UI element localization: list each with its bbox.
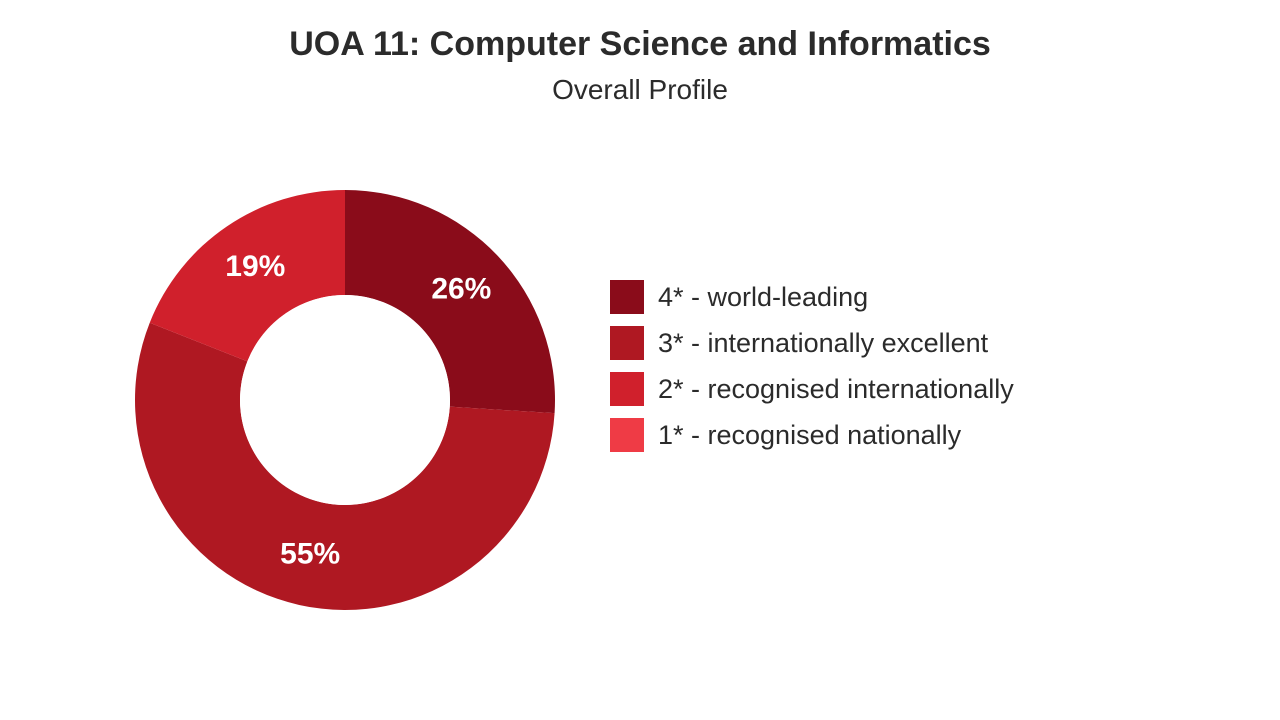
legend-label-3star: 3* - internationally excellent [658,328,988,359]
legend-label-2star: 2* - recognised internationally [658,374,1014,405]
legend-swatch-1star [610,418,644,452]
donut-slices-group [135,190,555,610]
donut-label-2star: 19% [225,250,285,283]
donut-svg: 26% 55% 19% [120,175,570,625]
title-block: UOA 11: Computer Science and Informatics… [0,24,1280,106]
legend-label-4star: 4* - world-leading [658,282,868,313]
donut-hole [240,295,450,505]
page-subtitle: Overall Profile [0,73,1280,107]
donut-label-3star: 55% [280,538,340,571]
donut-label-4star: 26% [431,273,491,306]
legend-label-1star: 1* - recognised nationally [658,420,961,451]
legend-item-2star: 2* - recognised internationally [610,372,1014,406]
legend-swatch-4star [610,280,644,314]
page-title: UOA 11: Computer Science and Informatics [0,24,1280,65]
legend-item-3star: 3* - internationally excellent [610,326,1014,360]
legend-item-1star: 1* - recognised nationally [610,418,1014,452]
legend-swatch-2star [610,372,644,406]
legend-item-4star: 4* - world-leading [610,280,1014,314]
page-root: UOA 11: Computer Science and Informatics… [0,0,1280,720]
legend: 4* - world-leading 3* - internationally … [610,280,1014,464]
donut-chart: 26% 55% 19% [120,175,570,625]
legend-swatch-3star [610,326,644,360]
